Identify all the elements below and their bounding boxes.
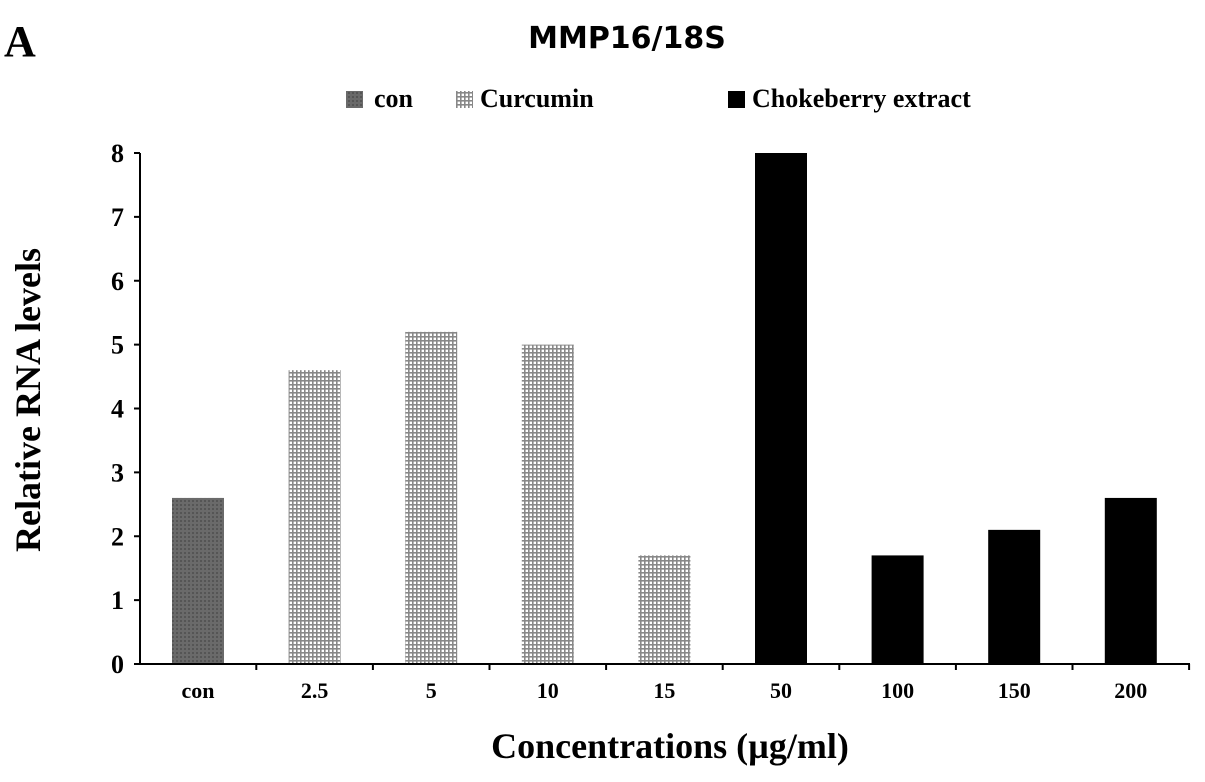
legend-swatch	[456, 91, 473, 108]
bar-con	[172, 497, 224, 664]
bar-15	[638, 555, 691, 664]
y-tick-label: 5	[111, 331, 124, 360]
bar-50	[755, 153, 807, 664]
y-tick-label: 2	[111, 522, 124, 551]
bar-5	[405, 331, 458, 664]
y-tick-label: 3	[111, 458, 124, 487]
bar-200	[1104, 497, 1157, 664]
x-tick-label: 150	[998, 678, 1031, 703]
x-tick-label: 50	[770, 678, 792, 703]
legend-swatch	[346, 91, 363, 108]
bar-150	[988, 529, 1041, 664]
legend-swatch	[728, 91, 745, 108]
y-axis-label: Relative RNA levels	[8, 248, 48, 552]
x-axis-label: Concentrations (µg/ml)	[491, 726, 849, 766]
x-tick-label: 10	[537, 678, 559, 703]
y-tick-label: 6	[111, 267, 124, 296]
legend-label: Curcumin	[480, 84, 594, 113]
x-tick-label: 100	[881, 678, 914, 703]
y-tick-label: 0	[111, 650, 124, 679]
legend-label: Chokeberry extract	[752, 84, 971, 113]
x-tick-label: con	[182, 678, 215, 703]
x-tick-label: 5	[426, 678, 437, 703]
y-tick-label: 1	[111, 586, 124, 615]
bar-10	[521, 344, 574, 664]
x-tick-label: 200	[1114, 678, 1147, 703]
chart-title: MMP16/18S	[528, 21, 726, 56]
legend-label: con	[374, 84, 414, 113]
legend: con Curcumin Chokeberry extract	[346, 84, 971, 113]
y-tick-label: 4	[111, 395, 124, 424]
x-tick-label: 15	[653, 678, 675, 703]
x-tick-label: 2.5	[301, 678, 329, 703]
bar-2.5	[288, 370, 341, 664]
panel-label: A	[4, 17, 36, 66]
y-tick-label: 7	[111, 203, 124, 232]
y-tick-label: 8	[111, 139, 124, 168]
bar-100	[871, 555, 924, 664]
